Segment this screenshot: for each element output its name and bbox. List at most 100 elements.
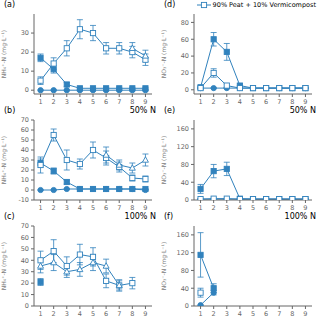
svg-text:NH₄⁺-N (mg·L⁻¹): NH₄⁺-N (mg·L⁻¹) — [8, 30, 9, 78]
svg-text:8: 8 — [290, 310, 294, 318]
svg-text:5: 5 — [91, 98, 95, 106]
svg-text:8: 8 — [130, 204, 134, 212]
svg-text:70: 70 — [21, 116, 29, 124]
svg-text:40: 40 — [181, 52, 189, 60]
svg-text:50: 50 — [21, 245, 29, 253]
svg-text:-10: -10 — [18, 196, 29, 204]
svg-text:7: 7 — [277, 310, 281, 318]
svg-text:4: 4 — [238, 204, 242, 212]
svg-text:0: 0 — [185, 302, 189, 310]
svg-text:8: 8 — [290, 204, 294, 212]
svg-text:10: 10 — [21, 67, 29, 75]
svg-text:4: 4 — [78, 204, 82, 212]
svg-text:NH₄⁺-N (mg·L⁻¹): NH₄⁺-N (mg·L⁻¹) — [8, 242, 9, 290]
svg-text:0: 0 — [185, 196, 189, 204]
svg-text:0: 0 — [25, 302, 29, 310]
svg-text:1: 1 — [38, 204, 42, 212]
svg-text:3: 3 — [65, 310, 69, 318]
svg-text:120: 120 — [177, 143, 189, 151]
svg-text:3: 3 — [65, 204, 69, 212]
svg-text:10: 10 — [21, 291, 29, 299]
svg-text:50: 50 — [21, 136, 29, 144]
svg-text:1: 1 — [38, 310, 42, 318]
svg-text:1: 1 — [198, 98, 202, 106]
svg-text:9: 9 — [303, 204, 307, 212]
svg-text:60: 60 — [21, 126, 29, 134]
svg-text:9: 9 — [143, 310, 147, 318]
svg-text:7: 7 — [277, 98, 281, 106]
svg-text:20: 20 — [181, 69, 189, 77]
svg-text:4: 4 — [238, 310, 242, 318]
svg-text:5: 5 — [251, 204, 255, 212]
svg-text:40: 40 — [21, 146, 29, 154]
svg-text:20: 20 — [21, 166, 29, 174]
svg-text:6: 6 — [264, 204, 268, 212]
svg-text:9: 9 — [143, 98, 147, 106]
svg-text:80: 80 — [181, 267, 189, 275]
svg-text:2: 2 — [52, 204, 56, 212]
svg-text:9: 9 — [303, 310, 307, 318]
svg-text:0: 0 — [25, 86, 29, 94]
svg-text:60: 60 — [21, 234, 29, 242]
svg-text:9: 9 — [143, 204, 147, 212]
html-text:50% N: 50% N — [129, 106, 156, 115]
svg-text:30: 30 — [21, 156, 29, 164]
svg-text:8: 8 — [290, 98, 294, 106]
svg-text:160: 160 — [177, 231, 189, 239]
svg-text:4: 4 — [238, 98, 242, 106]
svg-text:5: 5 — [251, 310, 255, 318]
svg-text:6: 6 — [264, 98, 268, 106]
html-text:(c): (c) — [4, 212, 15, 221]
svg-text:7: 7 — [117, 98, 121, 106]
svg-text:30: 30 — [21, 268, 29, 276]
svg-text:3: 3 — [225, 310, 229, 318]
svg-text:40: 40 — [181, 179, 189, 187]
svg-text:1: 1 — [38, 98, 42, 106]
svg-text:0: 0 — [25, 186, 29, 194]
svg-text:70: 70 — [21, 222, 29, 230]
svg-text:2: 2 — [212, 204, 216, 212]
svg-text:NO₃⁻-N (mg·L⁻¹): NO₃⁻-N (mg·L⁻¹) — [160, 242, 168, 291]
svg-text:3: 3 — [225, 98, 229, 106]
svg-text:7: 7 — [277, 204, 281, 212]
svg-text:40: 40 — [21, 257, 29, 265]
svg-text:3: 3 — [225, 204, 229, 212]
svg-text:20: 20 — [21, 279, 29, 287]
svg-text:5: 5 — [251, 98, 255, 106]
svg-text:20: 20 — [21, 48, 29, 56]
svg-text:7: 7 — [117, 310, 121, 318]
svg-text:8: 8 — [130, 98, 134, 106]
svg-text:5: 5 — [91, 204, 95, 212]
html-text:(b): (b) — [4, 106, 16, 115]
svg-text:30: 30 — [21, 29, 29, 37]
svg-text:6: 6 — [104, 204, 108, 212]
svg-text:6: 6 — [264, 310, 268, 318]
svg-text:NO₃⁻-N (mg·L⁻¹): NO₃⁻-N (mg·L⁻¹) — [160, 30, 168, 79]
svg-text:4: 4 — [78, 98, 82, 106]
svg-text:40: 40 — [181, 285, 189, 293]
svg-text:NO₃⁻-N (mg·L⁻¹): NO₃⁻-N (mg·L⁻¹) — [160, 136, 168, 185]
svg-text:60: 60 — [181, 36, 189, 44]
html-text:(a): (a) — [4, 0, 16, 9]
svg-text:4: 4 — [78, 310, 82, 318]
svg-text:5: 5 — [91, 310, 95, 318]
svg-text:6: 6 — [104, 310, 108, 318]
svg-text:1: 1 — [198, 310, 202, 318]
svg-text:120: 120 — [177, 249, 189, 257]
svg-text:NH₄⁺-N (mg·L⁻¹): NH₄⁺-N (mg·L⁻¹) — [8, 136, 9, 184]
svg-text:7: 7 — [117, 204, 121, 212]
svg-text:8: 8 — [130, 310, 134, 318]
svg-text:1: 1 — [198, 204, 202, 212]
svg-text:6: 6 — [104, 98, 108, 106]
svg-text:2: 2 — [52, 98, 56, 106]
svg-text:3: 3 — [65, 98, 69, 106]
svg-text:80: 80 — [181, 161, 189, 169]
svg-text:160: 160 — [177, 125, 189, 133]
svg-text:80: 80 — [181, 19, 189, 27]
svg-text:2: 2 — [52, 310, 56, 318]
svg-text:9: 9 — [303, 98, 307, 106]
svg-text:10: 10 — [21, 176, 29, 184]
svg-text:0: 0 — [185, 86, 189, 94]
svg-text:2: 2 — [212, 98, 216, 106]
svg-text:2: 2 — [212, 310, 216, 318]
